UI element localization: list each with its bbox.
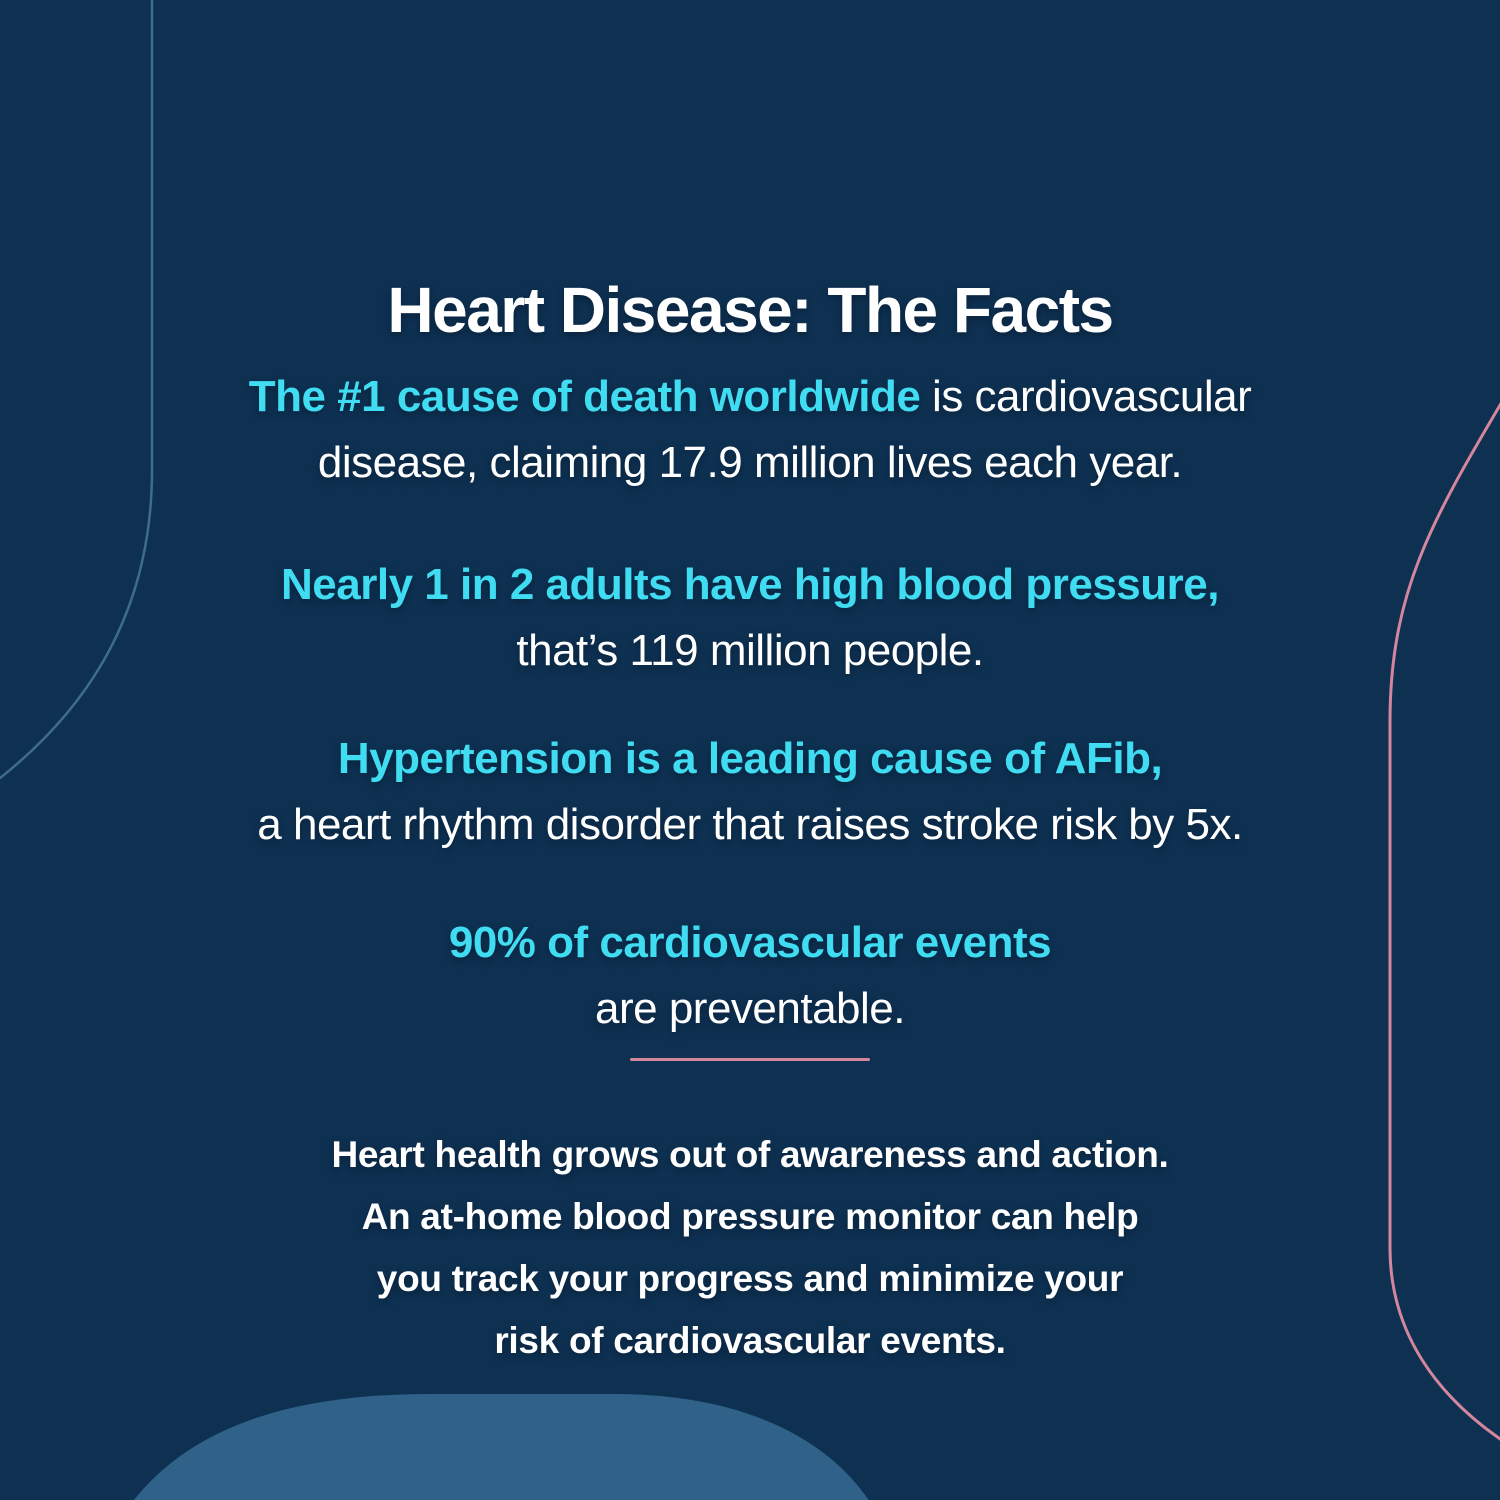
fact-2-highlight: Nearly 1 in 2 adults have high blood pre… [281,560,1219,609]
fact-4-line2: are preventable. [595,984,906,1033]
fact-1-rest: is cardiovascular [920,372,1252,421]
fact-block-2: Nearly 1 in 2 adults have high blood pre… [40,552,1460,684]
page-title: Heart Disease: The Facts [387,273,1114,346]
decorative-rounded-shape-bottom [134,1394,869,1500]
fact-block-1: The #1 cause of death worldwide is cardi… [40,364,1460,496]
fact-block-4: 90% of cardiovascular events are prevent… [40,910,1460,1042]
decorative-rounded-outline-right [1388,402,1500,1441]
section-divider-line [630,1058,870,1061]
closing-paragraph: Heart health grows out of awareness and … [40,1124,1460,1372]
closing-line-1: Heart health grows out of awareness and … [331,1134,1169,1175]
fact-4-highlight: 90% of cardiovascular events [448,918,1052,967]
fact-block-3: Hypertension is a leading cause of AFib,… [40,726,1460,858]
fact-3-highlight: Hypertension is a leading cause of AFib, [337,734,1163,783]
decorative-corner-line-left [0,0,154,780]
closing-line-4: risk of cardiovascular events. [494,1320,1006,1361]
closing-line-3: you track your progress and minimize you… [376,1258,1124,1299]
closing-line-2: An at-home blood pressure monitor can he… [361,1196,1139,1237]
fact-3-line2: a heart rhythm disorder that raises stro… [257,800,1243,849]
fact-1-line2: disease, claiming 17.9 million lives eac… [317,438,1183,487]
fact-1-highlight: The #1 cause of death worldwide [248,372,921,421]
fact-2-line2: that’s 119 million people. [516,626,984,675]
